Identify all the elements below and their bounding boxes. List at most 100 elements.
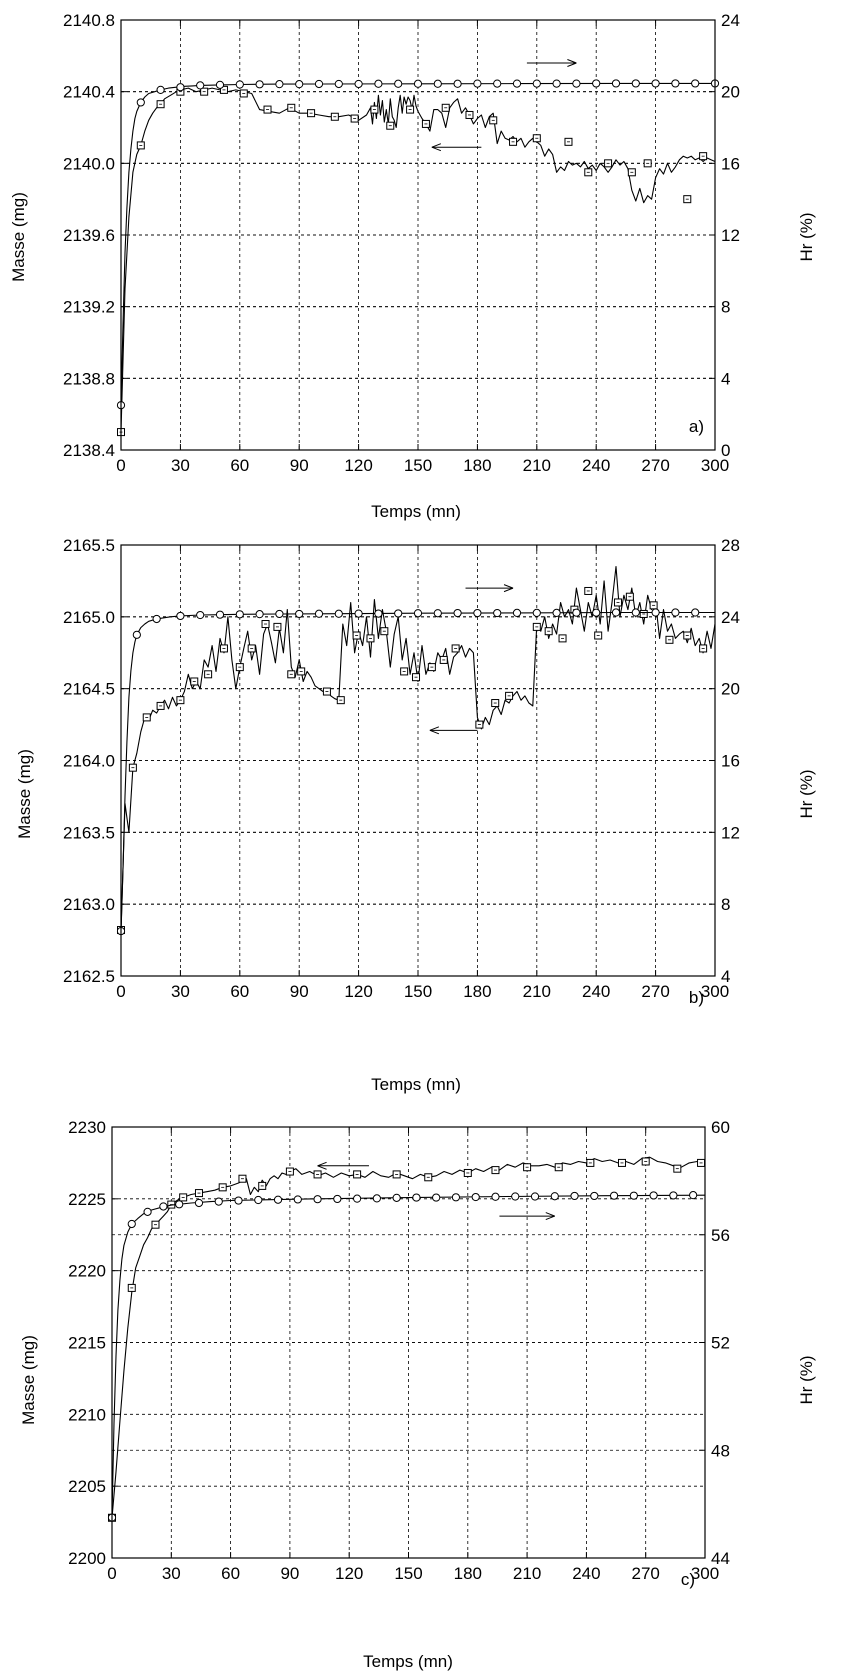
hr-marker: [295, 80, 304, 89]
plot-frame: [120, 19, 716, 451]
hr-marker: [215, 610, 225, 619]
hr-marker: [196, 610, 205, 620]
hr-marker: [214, 1197, 223, 1206]
hr-marker: [532, 79, 541, 88]
hr-marker: [176, 83, 185, 92]
x-tick-label: 30: [162, 1564, 181, 1583]
hr-marker: [631, 608, 640, 617]
plot-frame: [120, 544, 716, 977]
hr-marker: [156, 85, 165, 94]
hr-marker: [275, 80, 284, 89]
hr-marker: [493, 79, 502, 88]
y-right-tick-label: 24: [721, 608, 740, 627]
hr-series-line: [111, 1194, 706, 1518]
hr-marker: [215, 80, 225, 89]
hr-marker: [473, 79, 482, 88]
y-right-tick-label: 12: [721, 226, 740, 245]
plot-area: [107, 1126, 706, 1559]
y-right-tick-label: 60: [711, 1118, 730, 1137]
y-right-tick-label: 20: [721, 680, 740, 699]
hr-marker: [453, 79, 462, 88]
hr-marker: [333, 1194, 342, 1204]
y-left-tick-label: 2163.0: [63, 895, 115, 914]
y-left-tick-label: 2230: [68, 1118, 106, 1137]
x-tick-label: 60: [230, 456, 249, 475]
hr-marker: [651, 79, 660, 88]
hr-marker: [394, 609, 403, 618]
hr-marker: [512, 608, 522, 617]
y-left-tick-label: 2140.8: [63, 11, 115, 30]
hr-marker: [313, 1195, 322, 1204]
x-tick-label: 300: [691, 1564, 719, 1583]
panel-c-ylabel-right: Hr (%): [797, 1355, 816, 1404]
hr-marker: [433, 79, 442, 88]
x-tick-label: 180: [454, 1564, 482, 1583]
x-tick-label: 120: [344, 456, 372, 475]
hr-marker: [433, 609, 442, 618]
hr-marker: [159, 1202, 168, 1211]
y-right-tick-label: 16: [721, 154, 740, 173]
hr-axis-arrow-head: [503, 584, 514, 593]
hr-marker: [592, 79, 601, 88]
hr-marker: [353, 1194, 362, 1203]
hr-marker: [671, 79, 680, 88]
y-left-tick-label: 2164.5: [63, 680, 115, 699]
hr-marker: [334, 79, 343, 89]
hr-marker: [530, 1192, 540, 1201]
hr-marker: [176, 611, 185, 621]
hr-marker: [609, 1191, 619, 1200]
hr-marker: [374, 609, 383, 618]
y-right-tick-label: 16: [721, 752, 740, 771]
hr-marker: [255, 610, 264, 619]
y-right-tick-label: 4: [721, 967, 730, 986]
hr-marker: [275, 609, 284, 619]
hr-marker: [691, 79, 700, 88]
hr-marker: [592, 608, 601, 617]
hr-marker: [127, 1219, 136, 1229]
y-left-tick-label: 2163.5: [63, 823, 115, 842]
y-left-tick-label: 2225: [68, 1190, 106, 1209]
masse-axis-arrow-head: [317, 1161, 327, 1170]
y-left-tick-label: 2139.2: [63, 298, 115, 317]
panel-a: Temps (mn) Masse (mg) Hr (%) a) 0 30 60 90 1…: [9, 11, 816, 521]
hr-marker: [552, 608, 561, 617]
x-tick-label: 270: [641, 456, 669, 475]
x-tick-label: 150: [404, 456, 432, 475]
hr-marker: [669, 1191, 678, 1200]
y-left-tick-label: 2210: [68, 1405, 106, 1424]
panel-b: Temps (mn) Masse (mg) Hr (%) b) 0 30 60 90 1…: [15, 536, 816, 1094]
hr-marker: [473, 608, 482, 618]
hr-marker: [334, 609, 343, 618]
x-tick-label: 90: [290, 456, 309, 475]
y-right-tick-label: 48: [711, 1441, 730, 1460]
hr-marker: [453, 608, 462, 618]
x-tick-label: 0: [116, 456, 125, 475]
hr-marker: [572, 608, 581, 617]
hr-marker: [493, 608, 502, 618]
y-left-tick-label: 2164.0: [63, 752, 115, 771]
hr-marker: [689, 1191, 698, 1200]
plot-area: [116, 19, 720, 451]
panel-c: Temps (mn) Masse (mg) Hr (%) c) 0 30 60 90 1…: [19, 1118, 816, 1671]
y-right-tick-label: 0: [721, 441, 730, 460]
x-tick-label: 270: [641, 982, 669, 1001]
panel-b-xlabel: Temps (mn): [371, 1075, 461, 1094]
panel-a-xlabel: Temps (mn): [371, 502, 461, 521]
hr-marker: [314, 79, 324, 89]
x-tick-label: 90: [290, 982, 309, 1001]
x-tick-label: 300: [701, 982, 729, 1001]
x-tick-label: 0: [107, 1564, 116, 1583]
hr-marker: [152, 614, 161, 624]
x-tick-label: 210: [523, 456, 551, 475]
hr-marker: [570, 1191, 579, 1201]
panel-b-ylabel-right: Hr (%): [797, 769, 816, 818]
hr-marker: [413, 609, 423, 618]
hr-marker: [651, 608, 660, 617]
y-right-tick-label: 12: [721, 823, 740, 842]
hr-marker: [392, 1193, 401, 1202]
hr-axis-arrow-head: [545, 1212, 555, 1221]
x-tick-label: 210: [523, 982, 551, 1001]
hr-marker: [590, 1191, 599, 1201]
masse-axis-arrow-head: [429, 726, 440, 735]
